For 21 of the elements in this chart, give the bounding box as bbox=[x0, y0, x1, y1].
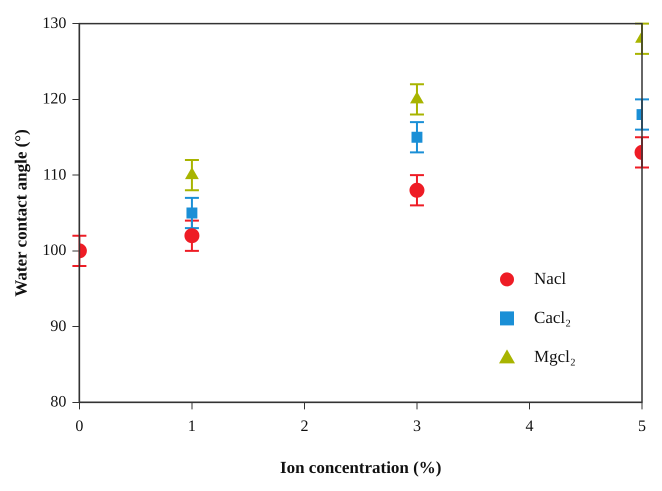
point bbox=[185, 168, 198, 180]
x-tick-label: 5 bbox=[638, 418, 646, 436]
legend-label: Cacl₂ bbox=[534, 308, 572, 327]
x-tick-label: 3 bbox=[412, 418, 421, 436]
legend-label: Nacl bbox=[534, 268, 566, 288]
y-tick-label: 90 bbox=[50, 318, 66, 335]
x-tick-label: 2 bbox=[300, 418, 308, 436]
y-tick-label: 120 bbox=[42, 90, 66, 108]
x-tick-label: 1 bbox=[188, 418, 196, 436]
point bbox=[412, 132, 422, 143]
y-tick-label: 130 bbox=[42, 14, 66, 32]
point bbox=[186, 208, 198, 218]
legend-label: Mgcl₂ bbox=[534, 346, 576, 366]
x-tick-label: 0 bbox=[75, 418, 84, 436]
y-tick-label: 80 bbox=[50, 394, 66, 411]
point bbox=[410, 92, 424, 104]
y-tick-label: 110 bbox=[42, 166, 66, 184]
y-axis-title: Water contact angle (°) bbox=[12, 129, 31, 297]
y-tick-label: 100 bbox=[42, 242, 66, 260]
x-axis-title: Ion concentration (%) bbox=[280, 458, 442, 478]
x-tick-label: 4 bbox=[525, 418, 534, 436]
